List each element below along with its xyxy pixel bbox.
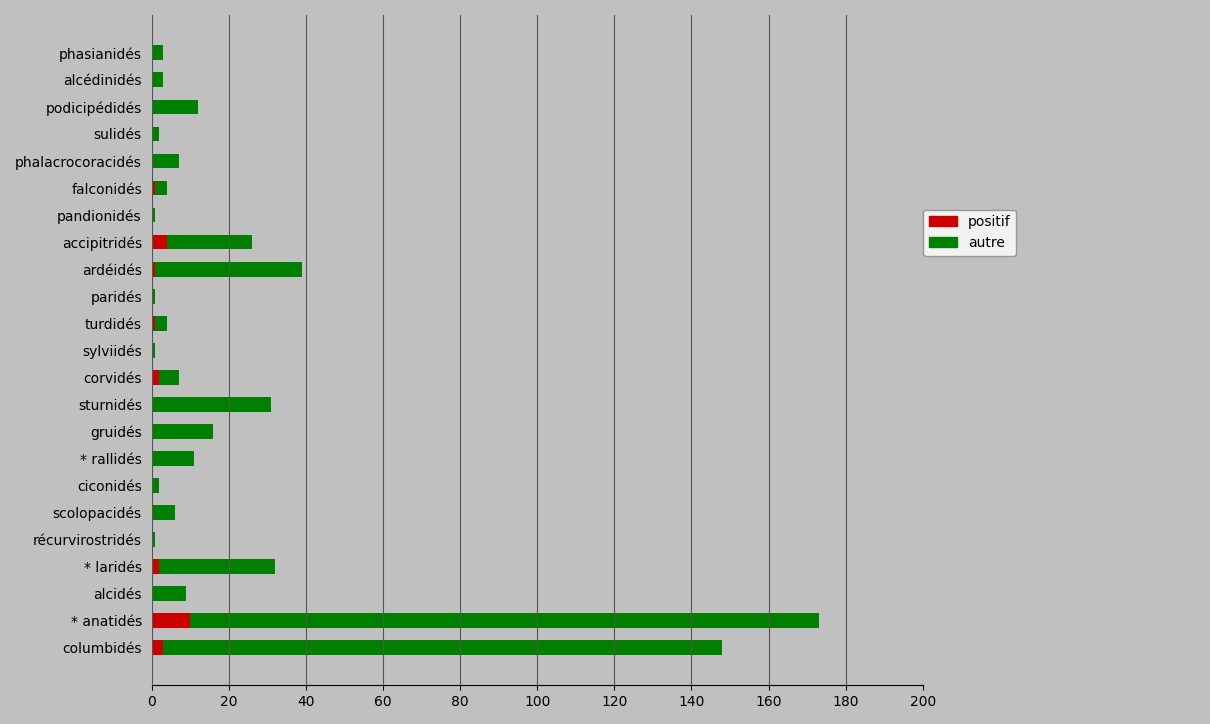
Bar [190,613,819,628]
Bar [155,261,302,277]
Bar [160,559,275,573]
Legend: positif, autre: positif, autre [923,210,1016,256]
Bar [151,613,190,628]
Bar [151,72,163,88]
Bar [167,235,252,250]
Bar [155,180,167,195]
Bar [151,99,198,114]
Bar [151,180,155,195]
Bar [151,261,155,277]
Bar [151,127,160,141]
Bar [151,397,271,412]
Bar [151,532,155,547]
Bar [151,559,160,573]
Bar [151,640,163,654]
Bar [163,640,722,654]
Bar [151,208,155,222]
Bar [151,451,194,466]
Bar [151,342,155,358]
Bar [151,46,163,60]
Bar [151,586,186,601]
Bar [151,424,213,439]
Bar [151,505,174,520]
Bar [151,289,155,303]
Bar [151,478,160,492]
Bar [151,153,179,169]
Bar [151,370,160,384]
Bar [160,370,179,384]
Bar [151,316,155,331]
Bar [151,235,167,250]
Bar [155,316,167,331]
